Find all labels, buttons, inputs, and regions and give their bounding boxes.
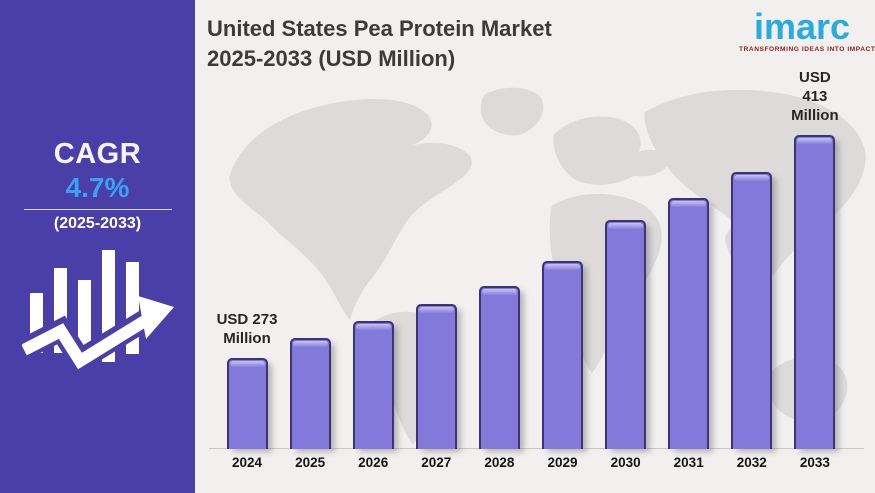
bar-2031 [668, 198, 710, 449]
bar-2028 [478, 286, 520, 449]
bar-2026 [352, 321, 394, 449]
bar-2032 [731, 172, 773, 449]
imarc-logo-tagline: TRANSFORMING IDEAS INTO IMPACT [739, 46, 875, 53]
imarc-logo-wordmark: imarc [753, 6, 851, 47]
x-tick-2025: 2025 [295, 455, 326, 470]
value-label-2033: USD 413 Million [791, 69, 839, 124]
chart-panel: United States Pea Protein Market 2025-203… [195, 0, 875, 493]
cagr-divider [24, 209, 172, 210]
bar-2025 [289, 338, 331, 449]
x-tick-2027: 2027 [421, 455, 452, 470]
x-tick-2031: 2031 [673, 455, 704, 470]
x-tick-2033: 2033 [799, 455, 830, 470]
bar-2027 [415, 304, 457, 449]
x-axis-line [209, 448, 864, 449]
x-tick-2029: 2029 [547, 455, 578, 470]
value-label-2024: USD 273 Million [216, 311, 278, 347]
chart-title-line1: United States Pea Protein Market [207, 16, 552, 41]
cagr-value: 4.7% [65, 172, 130, 203]
x-tick-2032: 2032 [736, 455, 767, 470]
chart-title-line2: 2025-2033 (USD Million) [207, 46, 456, 71]
x-tick-2026: 2026 [358, 455, 389, 470]
bar-2029 [542, 261, 583, 449]
bar-series: 2024 2025 2026 2027 2028 2029 2030 2031 2032 2033… [195, 0, 875, 493]
growth-chart-up-arrow-icon [20, 246, 180, 378]
bar-2030 [605, 220, 647, 449]
x-tick-2028: 2028 [484, 455, 515, 470]
chart-title: United States Pea Protein Market 2025-203… [207, 14, 677, 74]
sidebar: CAGR 4.7% (2025-2033) [0, 0, 195, 493]
bar-2033 [794, 135, 836, 449]
cagr-period: (2025-2033) [53, 215, 142, 232]
cagr-label: CAGR [53, 138, 142, 170]
imarc-logo: imarc TRANSFORMING IDEAS INTO IMPACT [739, 6, 875, 54]
bar-2024 [226, 358, 268, 449]
x-tick-2030: 2030 [610, 455, 641, 470]
x-tick-2024: 2024 [231, 455, 263, 470]
